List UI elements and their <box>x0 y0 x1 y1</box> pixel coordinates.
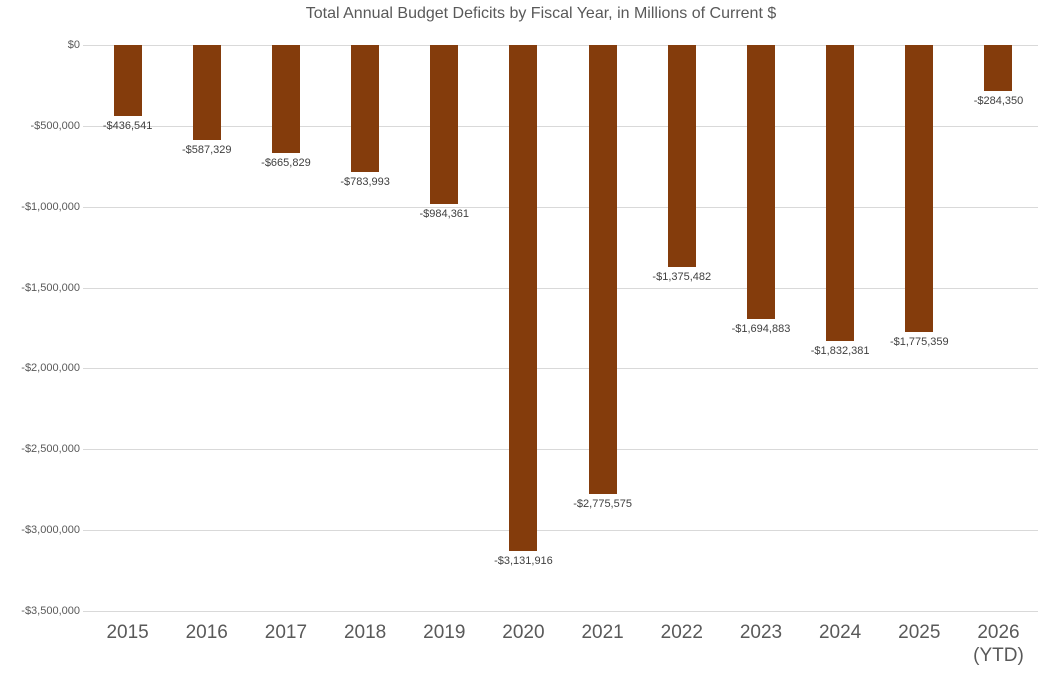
bar <box>826 45 855 342</box>
gridline <box>83 530 1038 532</box>
bar-column: -$783,993 <box>326 45 405 611</box>
gridline <box>83 206 1038 208</box>
gridline <box>83 449 1038 451</box>
x-axis: 2015 2016 2017 2018 2019 2020 2021 2022 2023 2024… <box>88 621 1038 667</box>
bar <box>667 45 696 268</box>
y-tick-label: -$1,000,000 <box>21 200 80 213</box>
bar <box>271 45 300 153</box>
y-tick-label: -$500,000 <box>30 119 80 132</box>
bar-data-label: -$1,694,883 <box>731 323 791 336</box>
bar <box>192 45 221 140</box>
bar-data-label: -$436,541 <box>102 119 153 132</box>
x-tick-label: 2024 <box>818 622 862 643</box>
x-tick-label: 2026 (YTD) <box>973 622 1024 666</box>
x-tick-label: 2016 <box>185 622 228 643</box>
gridline <box>83 611 1038 612</box>
bar-column: -$1,694,883 <box>721 45 800 611</box>
bar <box>905 45 934 333</box>
x-tick-label: 2025 <box>898 622 941 643</box>
bar-data-label: -$665,829 <box>261 156 311 169</box>
bar-data-label: -$284,350 <box>973 94 1024 107</box>
bar-column: -$2,775,575 <box>563 45 642 611</box>
bar-column: -$984,361 <box>405 45 484 611</box>
bar-column: -$3,131,916 <box>484 45 563 611</box>
plot-area <box>83 45 1038 612</box>
bar-data-label: -$1,375,482 <box>652 271 712 284</box>
x-tick-label: 2020 <box>502 622 545 643</box>
bar-column: -$1,375,482 <box>642 45 721 611</box>
bar-column: -$1,775,359 <box>880 45 959 611</box>
bar-data-label: -$587,329 <box>181 143 232 156</box>
bar-series: -$436,541 -$587,329 -$665,829 -$783,993 -$98… <box>88 45 1038 611</box>
x-tick-label: 2021 <box>581 622 624 643</box>
x-tick-label: 2019 <box>423 622 466 643</box>
bar-data-label: -$783,993 <box>340 175 390 188</box>
gridline <box>83 45 1038 46</box>
y-tick-label: -$3,500,000 <box>21 605 80 617</box>
gridline <box>83 368 1038 370</box>
x-tick-label: 2022 <box>660 622 703 643</box>
chart-title: Total Annual Budget Deficits by Fiscal Y… <box>305 5 777 22</box>
y-tick-label: -$3,000,000 <box>21 524 80 537</box>
x-tick-label: 2015 <box>106 622 149 643</box>
bar-column: -$436,541 <box>88 45 167 611</box>
bar-column: -$1,832,381 <box>801 45 880 611</box>
bar-column: -$665,829 <box>246 45 325 611</box>
bar <box>588 45 617 494</box>
x-tick-label: 2017 <box>264 622 308 643</box>
bar-column: -$284,350 <box>959 45 1038 611</box>
bar-data-label: -$2,775,575 <box>573 497 632 510</box>
x-tick-label: 2018 <box>343 622 387 643</box>
bar-data-label: -$3,131,916 <box>494 555 553 568</box>
bar-column: -$587,329 <box>167 45 246 611</box>
bar <box>351 45 380 172</box>
y-tick-label: -$1,500,000 <box>21 281 80 294</box>
gridline <box>83 125 1038 127</box>
y-tick-label: -$2,000,000 <box>21 362 80 375</box>
gridline <box>83 287 1038 289</box>
bar <box>984 45 1013 91</box>
x-tick-label: 2023 <box>739 622 783 643</box>
bar <box>430 45 459 205</box>
y-tick-label: $0 <box>67 39 80 51</box>
bar <box>113 45 142 116</box>
bar-data-label: -$984,361 <box>419 208 470 221</box>
bar-data-label: -$1,832,381 <box>810 345 870 358</box>
bar-data-label: -$1,775,359 <box>889 336 949 349</box>
bar <box>509 45 538 552</box>
y-tick-label: -$2,500,000 <box>21 443 80 456</box>
bar <box>746 45 775 320</box>
